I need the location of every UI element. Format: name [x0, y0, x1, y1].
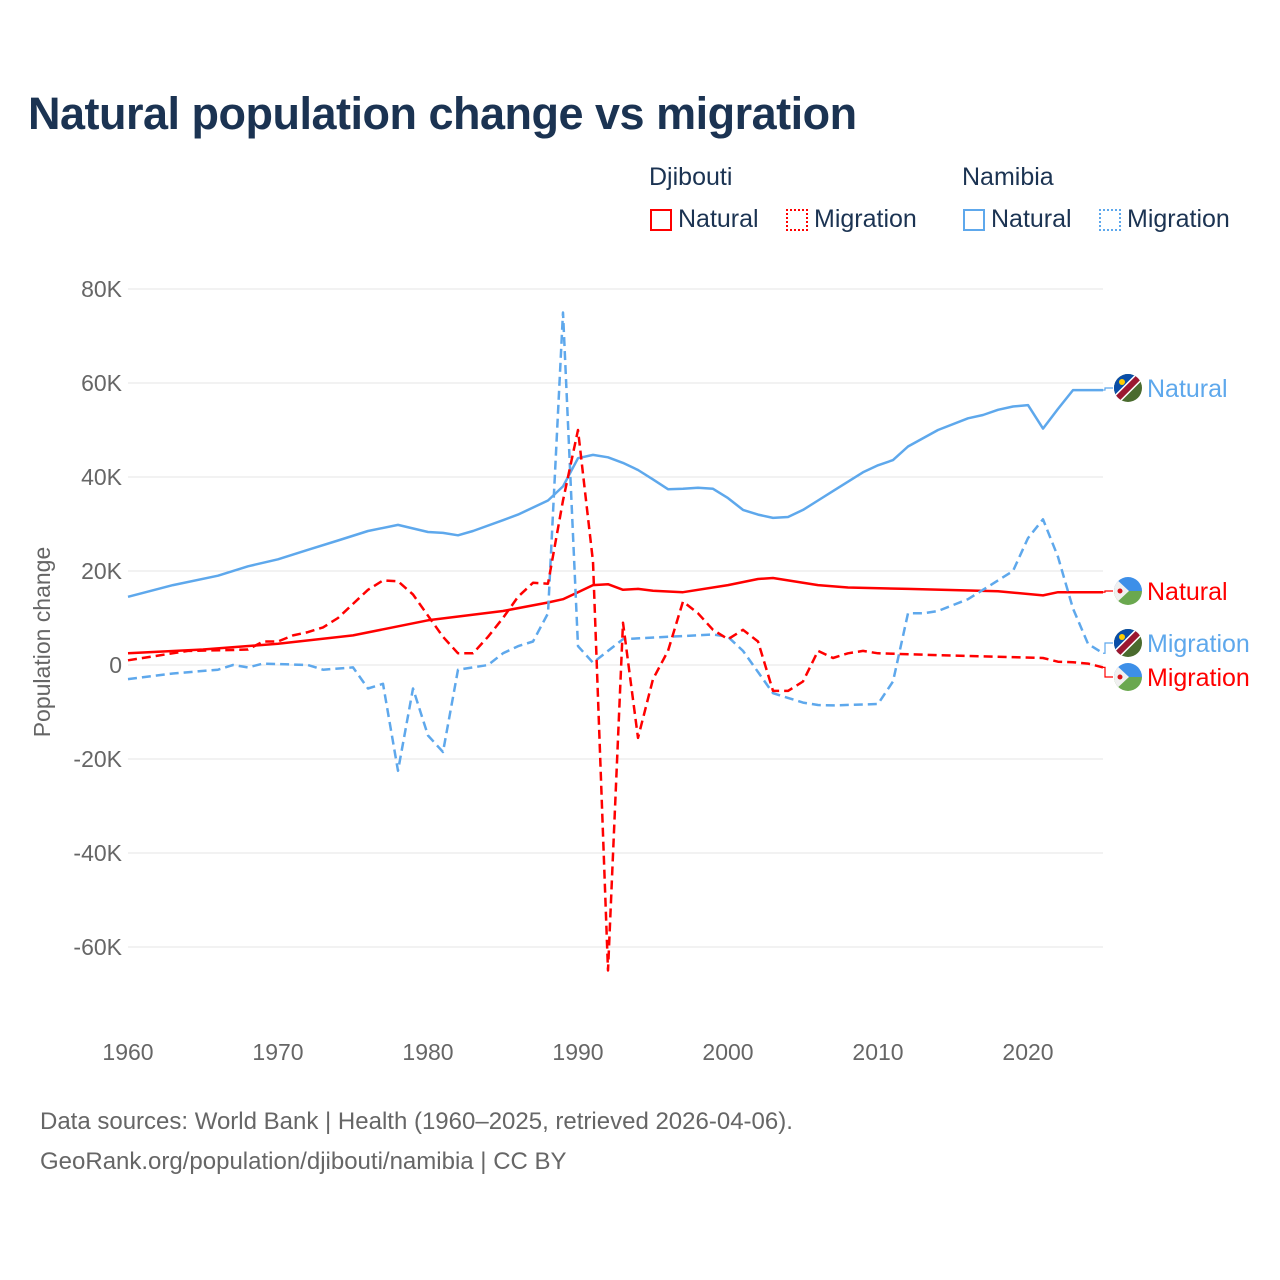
x-tick-label: 1960 [102, 1039, 153, 1065]
x-tick-label: 1990 [552, 1039, 603, 1065]
end-label-djibouti-migration: Migration [1147, 664, 1250, 692]
end-label-namibia-natural: Natural [1147, 375, 1228, 403]
y-axis-label: Population change [29, 547, 55, 738]
legend-djibouti-natural[interactable]: Natural [650, 205, 759, 234]
y-tick-label: -40K [73, 840, 122, 866]
series-line-namibia-migration [127, 311, 1104, 773]
x-tick-label: 2000 [702, 1039, 753, 1065]
series-line-djibouti-natural [127, 576, 1103, 655]
y-tick-label: 0 [109, 652, 122, 678]
end-label-namibia-migration: Migration [1147, 630, 1250, 658]
dotted-swatch-icon [1099, 208, 1121, 231]
legend-djibouti-migration[interactable]: Migration [786, 205, 917, 234]
source-line-1: Data sources: World Bank | Health (1960–… [40, 1108, 793, 1135]
legend-group-namibia: Namibia [962, 163, 1054, 191]
label-connector [1103, 666, 1113, 678]
legend-label: Migration [814, 205, 917, 233]
djibouti-flag-icon [1114, 663, 1142, 691]
chart-title: Natural population change vs migration [28, 88, 857, 139]
legend-namibia-migration[interactable]: Migration [1099, 205, 1230, 234]
y-tick-label: 80K [81, 276, 123, 302]
x-tick-label: 1970 [252, 1039, 303, 1065]
namibia-flag-icon [1114, 374, 1142, 402]
namibia-flag-icon [1114, 629, 1142, 657]
y-tick-label: 40K [81, 464, 123, 490]
x-tick-label: 2010 [852, 1039, 903, 1065]
source-line-2: GeoRank.org/population/djibouti/namibia … [40, 1148, 567, 1175]
legend-label: Natural [678, 205, 759, 233]
x-tick-label: 2020 [1002, 1039, 1053, 1065]
label-connector [1103, 642, 1113, 654]
label-connector [1103, 387, 1113, 391]
y-tick-label: 20K [81, 558, 123, 584]
x-tick-label: 1980 [402, 1039, 453, 1065]
y-tick-label: -20K [73, 746, 122, 772]
legend-namibia-natural[interactable]: Natural [963, 205, 1072, 234]
series-line-djibouti-migration [127, 428, 1104, 972]
dotted-swatch-icon [786, 208, 808, 231]
end-label-djibouti-natural: Natural [1147, 578, 1228, 606]
legend-group-djibouti: Djibouti [649, 163, 733, 191]
solid-swatch-icon [650, 208, 672, 231]
label-connector [1103, 590, 1113, 593]
solid-swatch-icon [963, 208, 985, 231]
y-tick-label: -60K [73, 934, 122, 960]
series-line-namibia-natural [127, 388, 1103, 599]
legend-label: Migration [1127, 205, 1230, 233]
y-tick-label: 60K [81, 370, 123, 396]
djibouti-flag-icon [1114, 577, 1142, 605]
legend-label: Natural [991, 205, 1072, 233]
